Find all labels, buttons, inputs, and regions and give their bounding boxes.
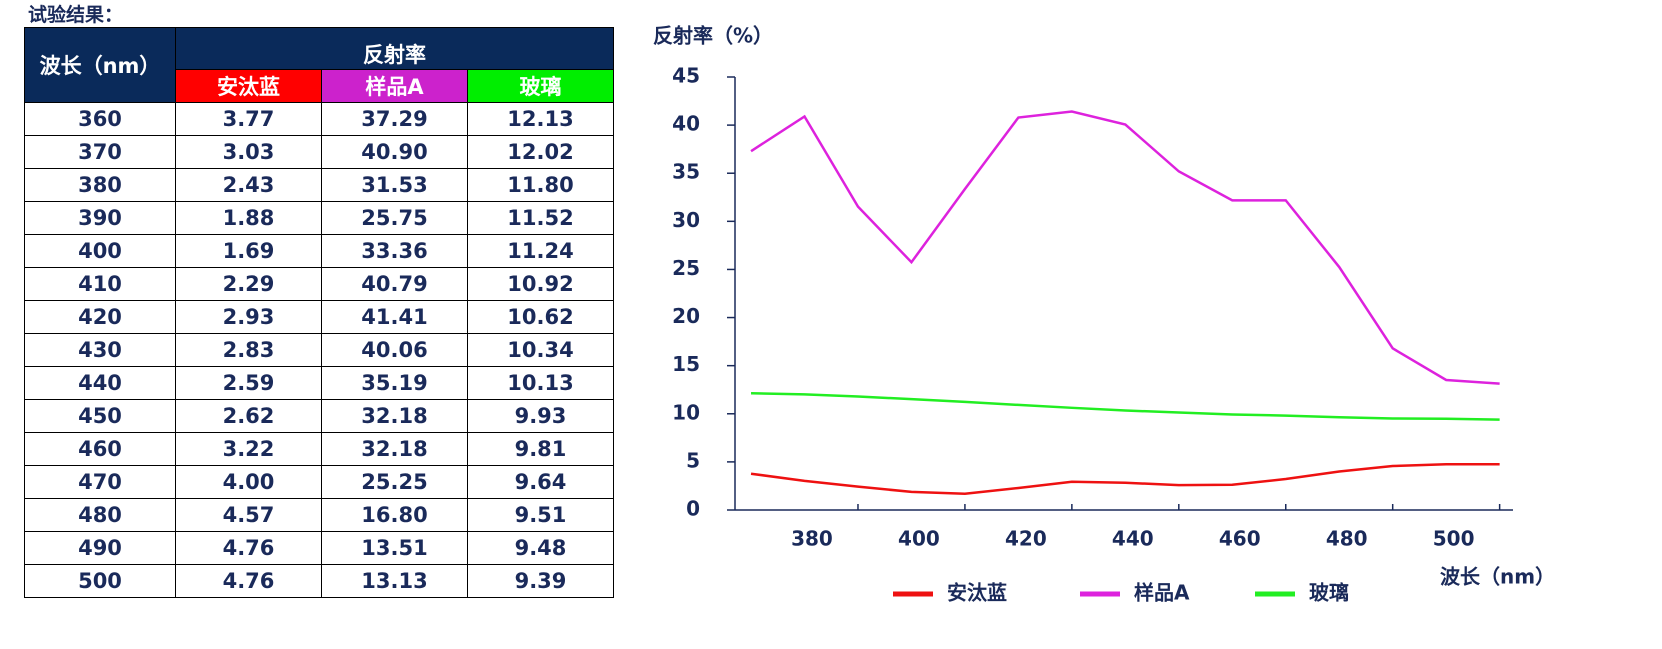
table-cell: 2.83	[175, 333, 322, 367]
data-table: 波长（nm） 反射率 安汰蓝 样品A 玻璃 360 3.77 37.29 12.13 3…	[24, 27, 614, 598]
header-cell: 样品A	[321, 69, 468, 103]
table-cell: 31.53	[321, 168, 468, 202]
y-tick-label: 30	[672, 208, 700, 232]
table-cell: 460	[24, 432, 176, 466]
table-row: 490 4.76 13.51 9.48	[24, 531, 614, 565]
table-cell: 9.48	[467, 531, 614, 565]
table-cell: 4.76	[175, 564, 322, 598]
table-cell: 9.93	[467, 399, 614, 433]
table-row: 410 2.29 40.79 10.92	[24, 267, 614, 301]
table-row: 430 2.83 40.06 10.34	[24, 333, 614, 367]
y-tick-label: 35	[672, 160, 700, 184]
table-cell: 500	[24, 564, 176, 598]
y-tick-label: 0	[686, 497, 700, 521]
x-tick-label: 420	[1005, 527, 1047, 551]
table-row: 400 1.69 33.36 11.24	[24, 234, 614, 268]
table-cell: 2.93	[175, 300, 322, 334]
table-cell: 360	[24, 102, 176, 136]
series-line	[750, 462, 1500, 495]
legend-label: 样品A	[1134, 581, 1190, 605]
table-cell: 4.57	[175, 498, 322, 532]
x-tick-label: 500	[1433, 527, 1475, 551]
table-cell: 11.24	[467, 234, 614, 268]
table-cell: 10.92	[467, 267, 614, 301]
table-cell: 37.29	[321, 102, 468, 136]
legend-label: 玻璃	[1309, 581, 1349, 605]
table-row: 480 4.57 16.80 9.51	[24, 498, 614, 532]
table-cell: 380	[24, 168, 176, 202]
table-cell: 4.00	[175, 465, 322, 499]
x-tick-label: 380	[791, 527, 833, 551]
y-tick-label: 45	[672, 64, 700, 88]
table-cell: 32.18	[321, 432, 468, 466]
table-cell: 16.80	[321, 498, 468, 532]
table-cell: 12.02	[467, 135, 614, 169]
table-cell: 11.80	[467, 168, 614, 202]
table-cell: 2.29	[175, 267, 322, 301]
legend-label: 安汰蓝	[947, 581, 1007, 605]
table-cell: 9.39	[467, 564, 614, 598]
y-tick-label: 40	[672, 112, 700, 136]
y-tick-label: 10	[672, 400, 700, 424]
x-tick-label: 460	[1219, 527, 1261, 551]
table-cell: 1.69	[175, 234, 322, 268]
table-cell: 11.52	[467, 201, 614, 235]
series-line	[751, 392, 1500, 421]
table-cell: 400	[24, 234, 176, 268]
table-body: 360 3.77 37.29 12.13 370 3.03 40.90 12.02 380 2.4…	[24, 102, 614, 598]
x-tick-label: 400	[898, 527, 940, 551]
table-cell: 32.18	[321, 399, 468, 433]
table-row: 360 3.77 37.29 12.13	[24, 102, 614, 136]
x-tick-label: 440	[1112, 527, 1154, 551]
table-cell: 410	[24, 267, 176, 301]
y-tick-label: 5	[686, 448, 700, 472]
table-row: 420 2.93 41.41 10.62	[24, 300, 614, 334]
header-cell: 反射率	[175, 27, 614, 70]
table-cell: 25.25	[321, 465, 468, 499]
table-cell: 480	[24, 498, 176, 532]
x-tick-label: 480	[1326, 527, 1368, 551]
table-cell: 430	[24, 333, 176, 367]
y-tick-label: 25	[672, 256, 700, 280]
table-cell: 2.43	[175, 168, 322, 202]
table-cell: 9.51	[467, 498, 614, 532]
y-tick-label: 20	[672, 304, 700, 328]
header-row: 波长（nm） 反射率	[24, 27, 614, 103]
table-cell: 13.51	[321, 531, 468, 565]
x-axis-label: 波长（nm）	[1440, 565, 1555, 589]
table-cell: 470	[24, 465, 176, 499]
table-cell: 12.13	[467, 102, 614, 136]
table-cell: 3.03	[175, 135, 322, 169]
table-cell: 41.41	[321, 300, 468, 334]
table-row: 380 2.43 31.53 11.80	[24, 168, 614, 202]
table-row: 440 2.59 35.19 10.13	[24, 366, 614, 400]
table-cell: 35.19	[321, 366, 468, 400]
table-cell: 3.77	[175, 102, 322, 136]
table-cell: 25.75	[321, 201, 468, 235]
series-line	[750, 110, 1500, 385]
table-cell: 420	[24, 300, 176, 334]
y-tick-label: 15	[672, 352, 700, 376]
table-cell: 40.06	[321, 333, 468, 367]
table-cell: 1.88	[175, 201, 322, 235]
page-title: 试验结果：	[28, 4, 124, 26]
y-axis-label: 反射率（%）	[653, 24, 773, 48]
table-row: 500 4.76 13.13 9.39	[24, 564, 614, 598]
